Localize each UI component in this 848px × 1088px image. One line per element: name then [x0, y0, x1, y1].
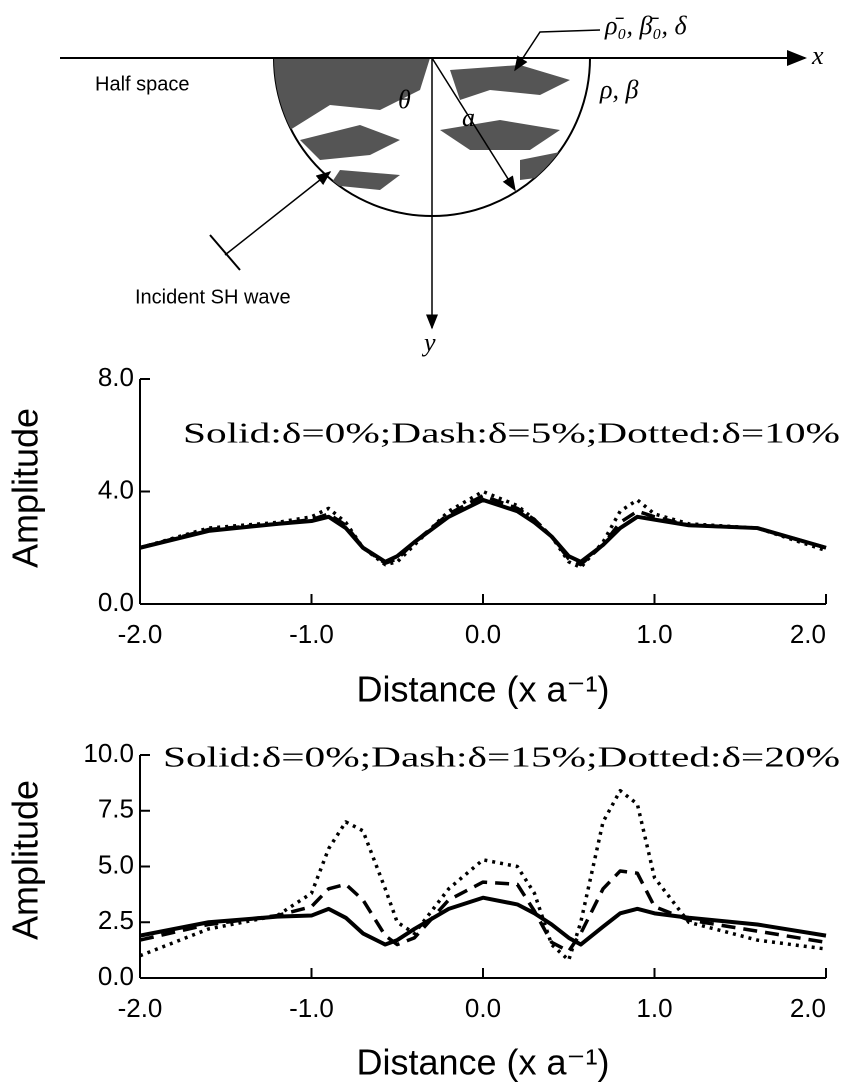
annotation: Solid:δ=0%;Dash:δ=15%;Dotted:δ=20% — [163, 742, 840, 774]
x-axis-label: Distance (x a⁻¹) — [356, 1042, 609, 1083]
angle-label: θ — [398, 85, 411, 114]
series-line — [139, 493, 827, 567]
series-line — [139, 489, 827, 570]
x-label: x — [811, 41, 824, 70]
y-tick-label: 0.0 — [98, 961, 134, 991]
x-tick-label: 1.0 — [636, 619, 672, 649]
half-space-props: ρ, β — [599, 75, 638, 104]
incident-label: Incident SH wave — [135, 286, 291, 308]
x-axis-label: Distance (x a⁻¹) — [356, 669, 609, 710]
y-axis-label: Amplitude — [5, 408, 46, 568]
x-tick-label: -1.0 — [289, 993, 334, 1023]
inclusion-texture — [274, 58, 570, 190]
diagram: ρ̄₀, β̄₀, δ x ρ, β Half space θ a Incide… — [60, 11, 824, 357]
x-tick-label: 0.0 — [465, 619, 501, 649]
x-tick-label: 0.0 — [465, 993, 501, 1023]
x-tick-label: 2.0 — [790, 993, 826, 1023]
x-tick-label: -2.0 — [118, 993, 163, 1023]
y-tick-label: 8.0 — [98, 362, 134, 392]
y-tick-label: 7.5 — [98, 794, 134, 824]
y-tick-label: 4.0 — [98, 474, 134, 504]
y-label: y — [421, 328, 436, 357]
series-line — [139, 788, 827, 962]
radius-arrow — [431, 57, 516, 192]
x-tick-label: -1.0 — [289, 619, 334, 649]
x-tick-label: 2.0 — [790, 619, 826, 649]
y-tick-label: 5.0 — [98, 849, 134, 879]
y-tick-label: 2.5 — [98, 905, 134, 935]
annotation: Solid:δ=0%;Dash:δ=5%;Dotted:δ=10% — [183, 418, 840, 450]
series-line — [139, 497, 827, 564]
half-space-label: Half space — [95, 73, 190, 95]
x-tick-label: -2.0 — [118, 619, 163, 649]
x-tick-label: 1.0 — [636, 993, 672, 1023]
material-label: ρ̄₀, β̄₀, δ — [604, 11, 688, 40]
label-arrow — [514, 29, 601, 72]
y-tick-label: 10.0 — [83, 738, 134, 768]
incident-arrow — [224, 171, 332, 256]
series-line — [139, 895, 827, 947]
radius-label: a — [462, 103, 475, 132]
y-axis-label: Amplitude — [5, 780, 46, 940]
y-tick-label: 0.0 — [98, 587, 134, 617]
wavefront — [209, 234, 241, 271]
series-line — [139, 869, 827, 953]
